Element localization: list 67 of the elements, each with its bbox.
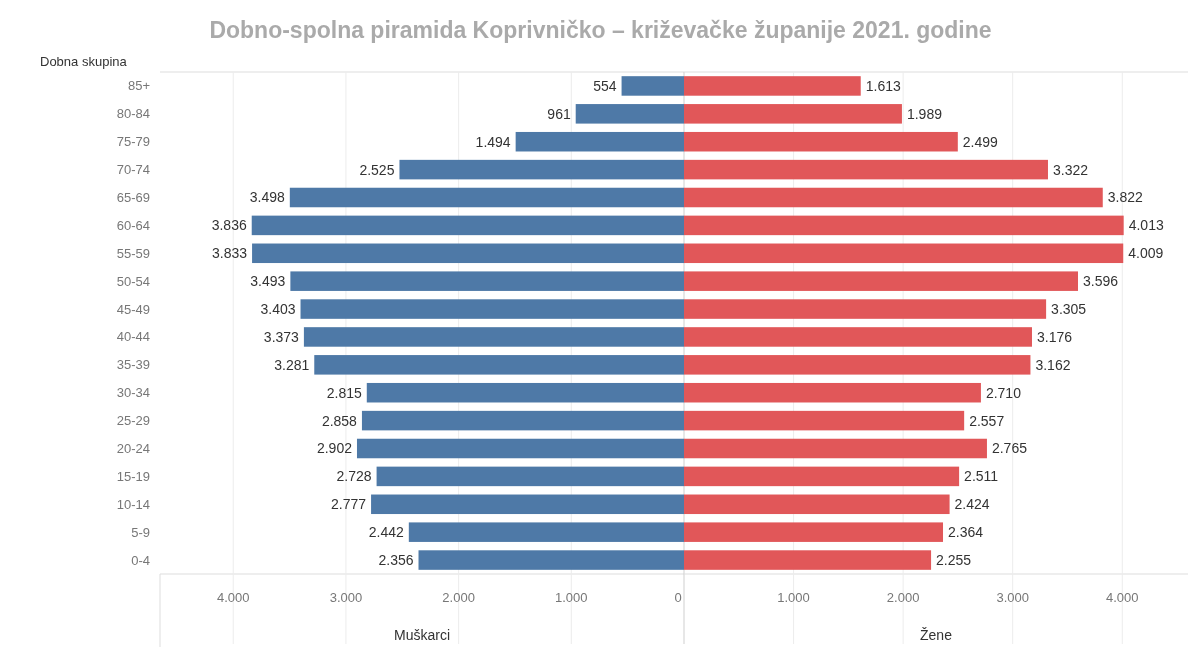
y-tick-label: 5-9 bbox=[131, 524, 150, 540]
x-tick-label: 2.000 bbox=[442, 590, 475, 605]
data-label: 3.493 bbox=[250, 273, 286, 290]
data-label: 2.442 bbox=[368, 524, 405, 541]
y-tick-label: 25-29 bbox=[116, 413, 150, 429]
y-tick-label: 10-14 bbox=[116, 496, 150, 512]
data-label: 2.424 bbox=[954, 496, 990, 513]
y-tick-label: 55-59 bbox=[116, 245, 150, 261]
y-tick-label: 35-39 bbox=[116, 357, 150, 373]
data-label: 2.525 bbox=[359, 161, 395, 178]
data-label: 2.557 bbox=[969, 412, 1005, 429]
x-tick-label: 3.000 bbox=[329, 590, 363, 605]
data-label: 3.596 bbox=[1083, 273, 1119, 290]
x-tick-label: 4.000 bbox=[216, 590, 250, 605]
y-axis-title: Dobna skupina bbox=[40, 54, 128, 69]
data-label: 2.765 bbox=[991, 440, 1028, 457]
data-label: 3.822 bbox=[1107, 189, 1144, 206]
data-label: 2.777 bbox=[331, 496, 367, 513]
x-tick-label: 0 bbox=[674, 590, 682, 605]
data-label: 3.498 bbox=[249, 189, 286, 206]
y-tick-label: 70-74 bbox=[116, 162, 150, 178]
data-label: 2.356 bbox=[378, 551, 414, 568]
y-tick-label: 20-24 bbox=[116, 441, 150, 457]
data-label: 2.728 bbox=[336, 468, 372, 485]
data-label: 2.255 bbox=[936, 551, 972, 568]
data-label: 2.710 bbox=[985, 384, 1022, 401]
data-label: 3.833 bbox=[212, 245, 248, 262]
data-label: 2.858 bbox=[321, 412, 358, 429]
chart-title: Dobno-spolna piramida Koprivničko – križevačke županije 2021. godine bbox=[209, 17, 992, 43]
y-tick-label: 65-69 bbox=[116, 190, 150, 206]
data-label: 3.281 bbox=[274, 356, 310, 373]
data-label: 3.162 bbox=[1035, 356, 1071, 373]
data-label: 4.009 bbox=[1128, 245, 1164, 262]
data-label: 4.013 bbox=[1128, 217, 1164, 234]
data-label: 3.322 bbox=[1052, 161, 1089, 178]
x-tick-label: 3.000 bbox=[996, 590, 1029, 605]
x-axis-title: Žene bbox=[920, 627, 953, 643]
y-tick-label: 50-54 bbox=[116, 273, 150, 289]
x-tick-label: 4.000 bbox=[1105, 590, 1139, 605]
y-tick-label: 45-49 bbox=[116, 301, 150, 317]
data-label: 3.305 bbox=[1051, 300, 1087, 317]
x-tick-label: 2.000 bbox=[886, 590, 920, 605]
data-label: 2.364 bbox=[948, 524, 984, 541]
data-label: 3.403 bbox=[260, 300, 296, 317]
data-label: 1.613 bbox=[865, 77, 901, 94]
data-label: 961 bbox=[547, 105, 571, 122]
y-tick-label: 60-64 bbox=[116, 217, 150, 233]
data-label: 3.176 bbox=[1036, 328, 1073, 345]
data-label: 554 bbox=[593, 77, 617, 94]
x-tick-label: 1.000 bbox=[555, 590, 588, 605]
y-tick-label: 80-84 bbox=[116, 106, 150, 122]
data-label: 1.494 bbox=[475, 133, 511, 150]
data-label: 3.373 bbox=[263, 328, 300, 345]
y-tick-label: 0-4 bbox=[131, 552, 150, 568]
data-label: 2.815 bbox=[326, 384, 362, 401]
y-tick-label: 40-44 bbox=[116, 329, 150, 345]
y-tick-label: 75-79 bbox=[116, 134, 150, 150]
data-label: 2.902 bbox=[316, 440, 353, 457]
y-tick-label: 15-19 bbox=[116, 468, 150, 484]
y-tick-label: 85+ bbox=[127, 78, 150, 94]
data-label: 1.989 bbox=[906, 105, 943, 122]
data-label: 2.499 bbox=[962, 133, 999, 150]
x-tick-label: 1.000 bbox=[777, 590, 810, 605]
x-axis-title: Muškarci bbox=[393, 627, 451, 643]
y-tick-label: 30-34 bbox=[116, 385, 150, 401]
data-label: 2.511 bbox=[964, 468, 999, 485]
data-label: 3.836 bbox=[211, 217, 247, 234]
